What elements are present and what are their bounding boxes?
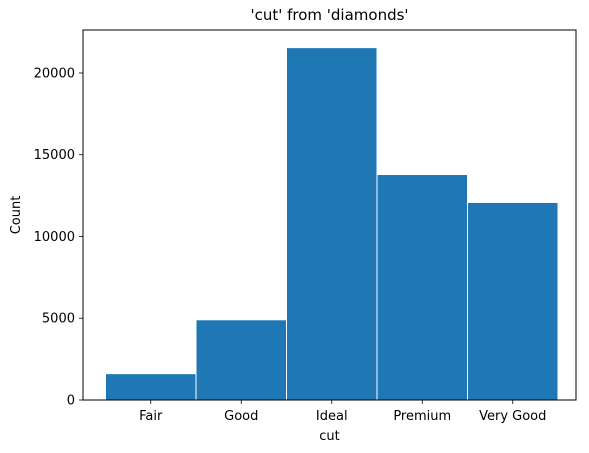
chart-title: 'cut' from 'diamonds' [250,6,408,24]
y-axis-title: Count [9,196,24,235]
y-tick-label: 15000 [34,148,75,163]
y-tick-label: 0 [67,394,75,409]
x-tick-label: Very Good [479,409,546,424]
bar-good [195,319,287,401]
bar-fair [105,373,197,401]
x-tick-label: Premium [393,409,451,424]
x-ticks: Fair Good Ideal Premium Very Good [139,400,546,424]
x-tick-label: Good [224,409,258,424]
x-axis-title: cut [319,429,339,444]
bar-premium [376,174,468,401]
y-ticks: 0 5000 10000 15000 20000 [34,66,83,409]
y-tick-label: 10000 [34,230,75,245]
bar-ideal [286,47,378,401]
plot-frame [82,29,577,401]
bar-very-good [467,201,559,401]
y-tick-label: 20000 [34,66,75,81]
x-tick-label: Fair [139,409,163,424]
bars-layer [105,47,559,401]
y-tick-label: 5000 [42,312,75,327]
x-tick-label: Ideal [316,409,348,424]
